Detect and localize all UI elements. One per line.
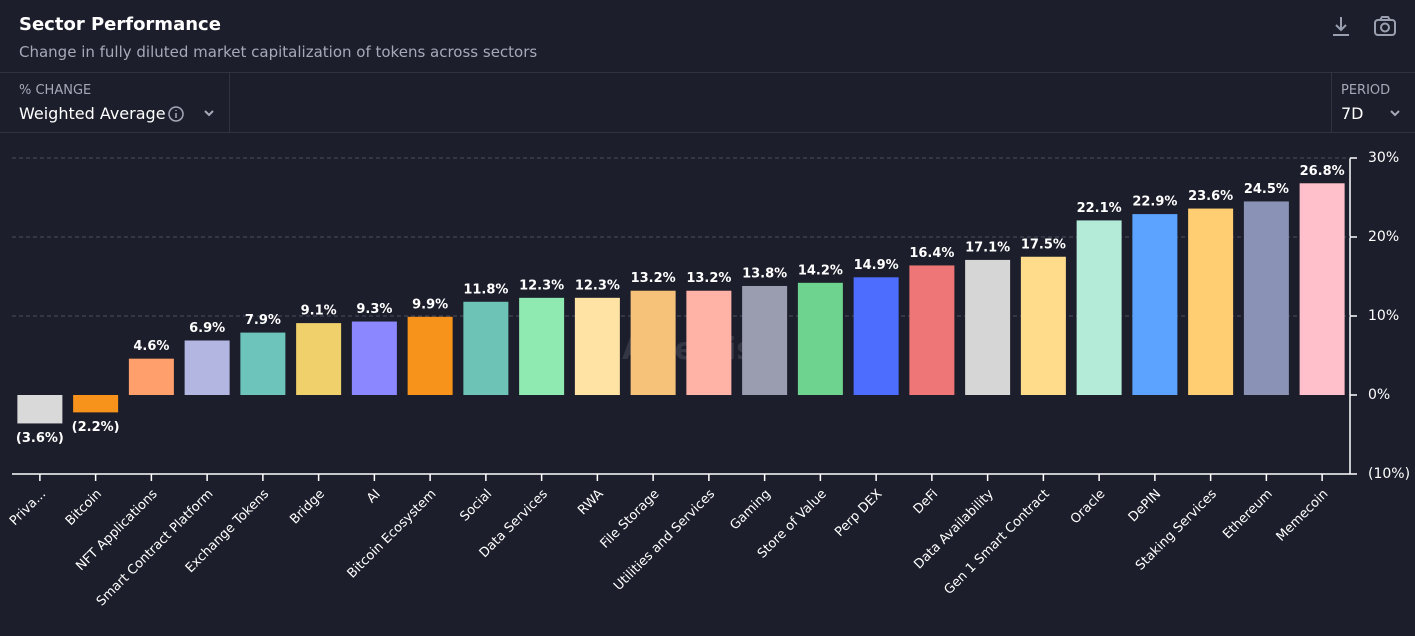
period-select[interactable]: 7D: [1341, 104, 1364, 123]
value-label: 16.4%: [909, 246, 954, 261]
bar: [1020, 256, 1066, 395]
metric-label: % CHANGE: [19, 83, 92, 98]
bar: [519, 297, 565, 395]
value-label: 22.1%: [1077, 201, 1122, 216]
bar: [909, 265, 955, 395]
bar: [742, 285, 788, 395]
bar: [1076, 220, 1122, 395]
y-tick-label: 10%: [1368, 308, 1399, 324]
bar: [184, 340, 230, 395]
chart: (10%) 0% 10% 20% 30% Priva... (3.6%) Bitcoin (2.…: [7, 150, 1410, 610]
value-label: 9.9%: [412, 297, 448, 312]
x-tick-label: AI: [364, 487, 384, 507]
bar: [407, 316, 453, 395]
bar: [1132, 214, 1178, 395]
value-label: 22.9%: [1132, 195, 1177, 210]
value-label: 17.5%: [1021, 237, 1066, 252]
bar: [630, 290, 676, 395]
x-tick-label: Smart Contract Platform: [94, 487, 217, 610]
bar: [296, 323, 342, 395]
bar: [686, 290, 732, 395]
x-tick-label: DePIN: [1126, 487, 1164, 525]
bar: [1243, 201, 1289, 395]
bar: [73, 395, 119, 413]
bar: [574, 297, 620, 395]
value-label: 9.3%: [356, 302, 392, 317]
value-label: 13.8%: [742, 266, 787, 281]
bar: [797, 282, 843, 395]
value-label: 12.3%: [519, 278, 564, 293]
x-tick-label: DeFi: [911, 487, 942, 518]
x-tick-label: Perp DEX: [832, 487, 885, 540]
x-tick-label: Bridge: [287, 487, 328, 528]
subtitle: Change in fully diluted market capitaliz…: [19, 43, 538, 61]
bar: [17, 395, 63, 424]
y-tick-label: 0%: [1368, 387, 1390, 403]
x-tick-label: Gaming: [727, 487, 774, 534]
value-label: (3.6%): [16, 431, 64, 446]
value-label: (2.2%): [72, 420, 120, 435]
value-label: 9.1%: [301, 304, 337, 319]
toolbar-icons[interactable]: [1330, 14, 1400, 40]
x-tick-label: Utilities and Services: [611, 487, 718, 594]
value-label: 11.8%: [463, 282, 508, 297]
x-tick-label: Bitcoin Ecosystem: [345, 487, 440, 582]
period-label: PERIOD: [1341, 83, 1391, 98]
select-icons[interactable]: [166, 104, 226, 124]
bar: [1299, 183, 1345, 395]
x-tick-label: Oracle: [1068, 487, 1109, 528]
bar: [1188, 208, 1234, 395]
value-label: 14.9%: [854, 258, 899, 273]
value-label: 23.6%: [1188, 189, 1233, 204]
x-tick-label: Memecoin: [1274, 487, 1332, 545]
chevron[interactable]: [1388, 104, 1408, 124]
value-label: 7.9%: [245, 313, 281, 328]
x-tick-label: Priva...: [7, 487, 49, 529]
value-label: 17.1%: [965, 240, 1010, 255]
x-tick-label: Social: [457, 487, 495, 525]
bar: [351, 321, 397, 395]
value-label: 14.2%: [798, 263, 843, 278]
value-label: 13.2%: [631, 271, 676, 286]
value-label: 26.8%: [1300, 164, 1345, 179]
x-tick-label: RWA: [575, 487, 607, 519]
x-tick-label: Gen 1 Smart Contract: [941, 487, 1052, 598]
bar: [240, 332, 286, 395]
value-label: 4.6%: [133, 339, 169, 354]
y-tick-label: 30%: [1368, 150, 1399, 166]
y-tick-label: 20%: [1368, 229, 1399, 245]
bar: [853, 277, 899, 395]
metric-select[interactable]: Weighted Average: [19, 104, 166, 123]
value-label: 13.2%: [686, 271, 731, 286]
bar: [128, 358, 174, 395]
x-tick-label: Ethereum: [1220, 487, 1276, 543]
value-label: 24.5%: [1244, 182, 1289, 197]
bar: [463, 301, 509, 395]
y-tick-label: (10%): [1368, 466, 1410, 482]
x-tick-label: Bitcoin: [63, 487, 105, 529]
value-label: 12.3%: [575, 278, 620, 293]
title: Sector Performance: [19, 14, 221, 35]
value-label: 6.9%: [189, 321, 225, 336]
bar: [965, 259, 1011, 395]
